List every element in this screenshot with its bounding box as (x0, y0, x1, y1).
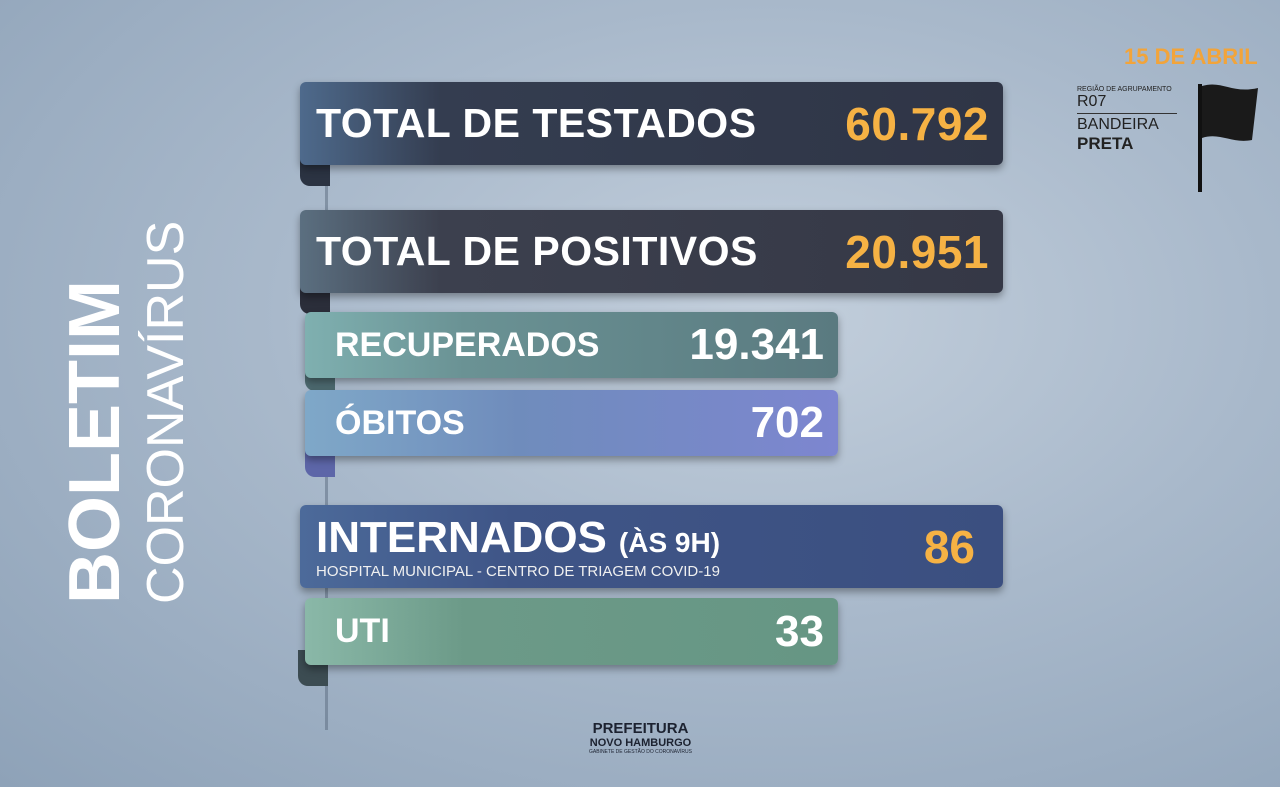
flag-icon (1198, 84, 1258, 192)
stat-banner: TOTAL DE TESTADOS 60.792 (300, 82, 1003, 165)
uti-label: UTI (335, 612, 390, 650)
footer-brand: PREFEITURA (592, 720, 689, 737)
stat-value: 19.341 (689, 320, 824, 369)
stat-label: TOTAL DE POSITIVOS (316, 228, 758, 274)
stat-label: RECUPERADOS (335, 325, 600, 364)
uti-banner: UTI 33 (305, 598, 838, 665)
flag-label: BANDEIRA (1077, 116, 1159, 133)
date: 15 DE ABRIL (1124, 44, 1258, 69)
footer-dept: GABINETE DE GESTÃO DO CORONAVÍRUS (589, 749, 692, 755)
stat-value: 702 (750, 398, 824, 447)
sidebar-subtitle: CORONAVÍRUS (137, 220, 195, 604)
stat-banner: ÓBITOS 702 (305, 390, 838, 456)
internados-value: 86 (923, 520, 975, 573)
footer-city: NOVO HAMBURGO (589, 737, 692, 749)
stat-banner: TOTAL DE POSITIVOS 20.951 (300, 210, 1003, 293)
stat-value: 20.951 (845, 225, 989, 278)
flag-name: PRETA (1077, 134, 1134, 153)
internados-banner: INTERNADOS (ÀS 9H) HOSPITAL MUNICIPAL - … (300, 505, 1003, 588)
internados-heading: INTERNADOS (ÀS 9H) (316, 513, 720, 563)
internados-note: (ÀS 9H) (618, 527, 721, 558)
internados-label: INTERNADOS (316, 513, 607, 562)
uti-value: 33 (775, 606, 824, 656)
region-label: REGIÃO DE AGRUPAMENTO (1077, 86, 1172, 93)
stat-label: ÓBITOS (335, 403, 465, 442)
footer-logo: PREFEITURA NOVO HAMBURGO GABINETE DE GES… (583, 720, 698, 755)
internados-sublabel: HOSPITAL MUNICIPAL - CENTRO DE TRIAGEM C… (316, 563, 720, 580)
stat-banner: RECUPERADOS 19.341 (305, 312, 838, 378)
stat-label: TOTAL DE TESTADOS (316, 100, 757, 146)
sidebar-title: BOLETIM (55, 280, 135, 604)
stat-value: 60.792 (845, 97, 989, 150)
internados-text: INTERNADOS (ÀS 9H) HOSPITAL MUNICIPAL - … (316, 513, 720, 580)
region-block: REGIÃO DE AGRUPAMENTO R07 BANDEIRA PRETA (1077, 86, 1177, 154)
region: R07 (1077, 93, 1177, 114)
